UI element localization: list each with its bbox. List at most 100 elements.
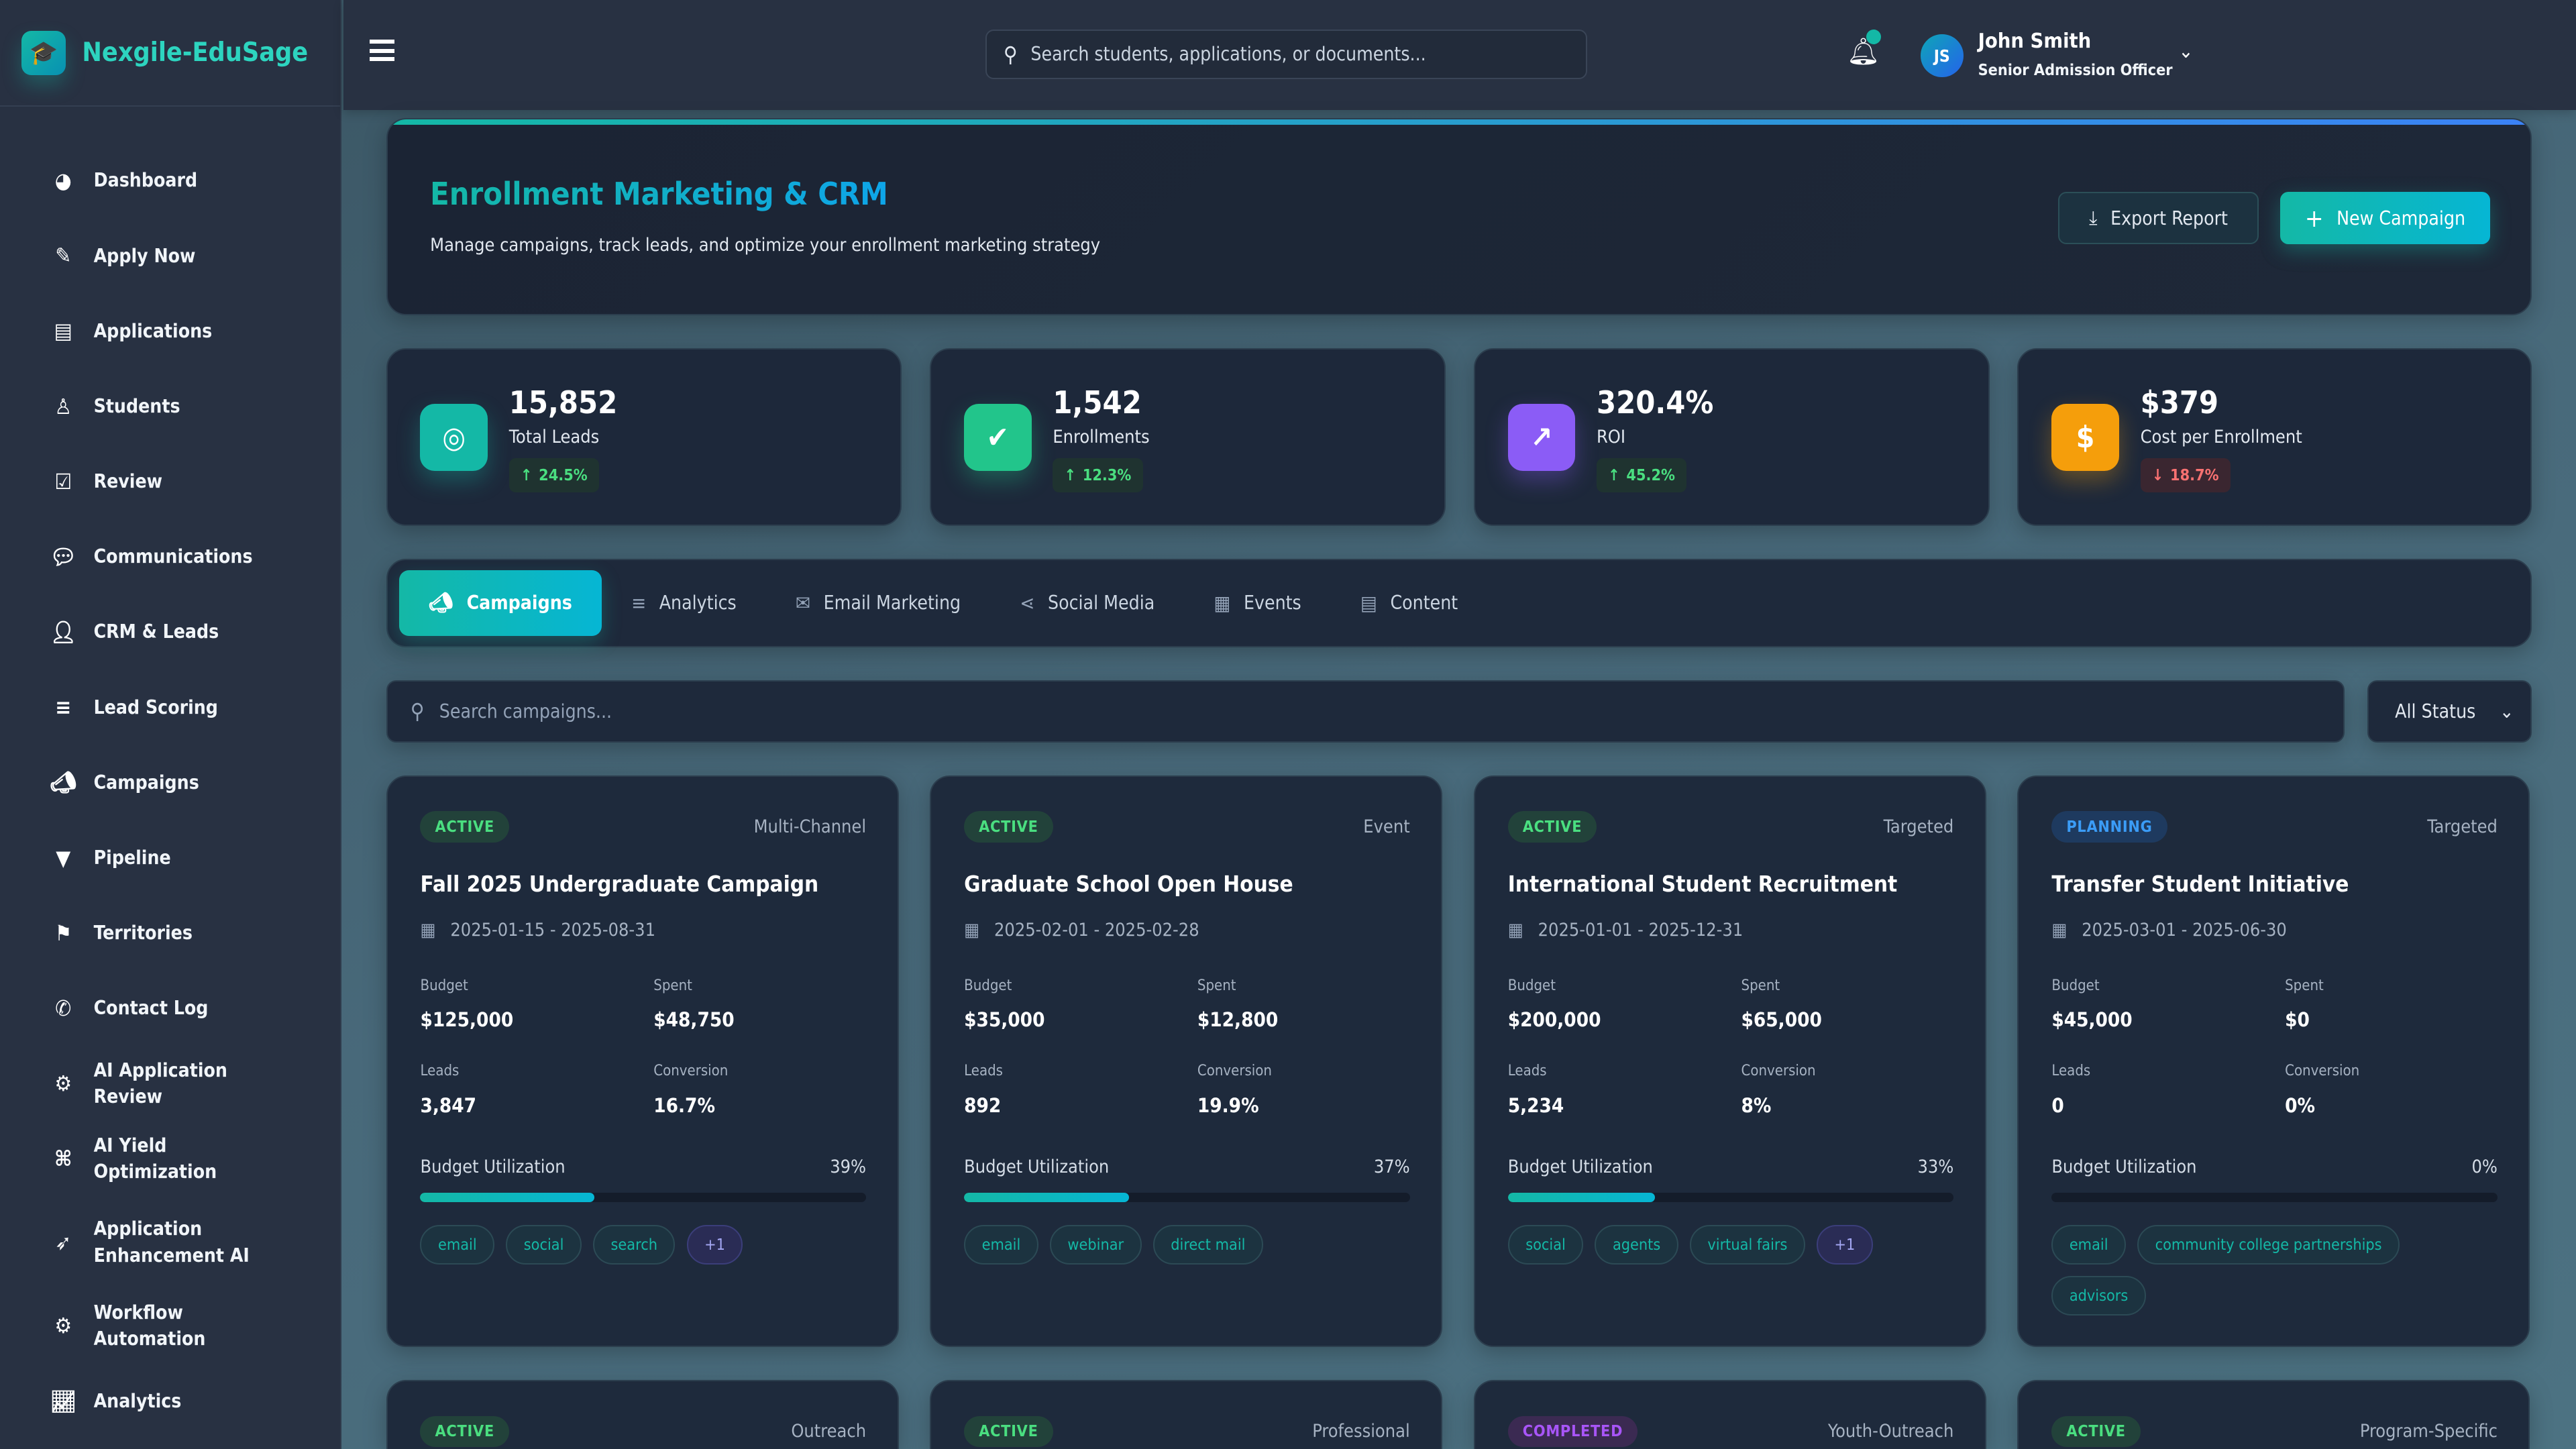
channel-tags: email social search +1 bbox=[420, 1225, 866, 1265]
channel-tag[interactable]: search bbox=[593, 1225, 676, 1265]
sidebar-item-students[interactable]: ♙ Students bbox=[0, 369, 340, 444]
budget-label: Budget bbox=[2051, 977, 2100, 994]
sidebar-item-label: Dashboard bbox=[93, 169, 198, 192]
chart-line-icon: ↗ bbox=[1507, 404, 1576, 472]
sidebar-item-communications[interactable]: 💬︎ Communications bbox=[0, 519, 340, 594]
sidebar-item-label: AI Application Review bbox=[93, 1059, 227, 1108]
sidebar-item-contact-log[interactable]: ✆ Contact Log bbox=[0, 971, 340, 1046]
utilization-label: Budget Utilization bbox=[1507, 1156, 1653, 1177]
sidebar-item-ai-yield-optimization[interactable]: ⌘ AI Yield Optimization bbox=[0, 1121, 340, 1196]
channel-tag[interactable]: +1 bbox=[686, 1225, 743, 1265]
sidebar-item-label: Campaigns bbox=[93, 771, 199, 794]
budget-progress-fill bbox=[964, 1192, 1129, 1203]
campaign-type: Program-Specific bbox=[2359, 1420, 2498, 1442]
leads-label: Leads bbox=[964, 1063, 1004, 1080]
campaign-card[interactable]: PLANNING Targeted Transfer Student Initia… bbox=[2017, 775, 2530, 1348]
channel-tag[interactable]: webinar bbox=[1049, 1225, 1142, 1265]
date-range: 2025-03-01 - 2025-06-30 bbox=[2082, 919, 2287, 941]
page-title: Enrollment Marketing & CRM bbox=[430, 175, 888, 212]
bar-chart-icon: ≡ bbox=[631, 591, 647, 614]
channel-tag[interactable]: direct mail bbox=[1152, 1225, 1263, 1265]
channel-tag[interactable]: email bbox=[420, 1225, 495, 1265]
sidebar-item-pipeline[interactable]: ▼ Pipeline bbox=[0, 820, 340, 895]
menu-toggle-icon[interactable] bbox=[370, 39, 394, 61]
sidebar-item-lead-scoring[interactable]: ≡ Lead Scoring bbox=[0, 669, 340, 745]
campaign-card[interactable]: ACTIVE Targeted International Student Rec… bbox=[1473, 775, 1986, 1348]
channel-tag[interactable]: community college partnerships bbox=[2137, 1225, 2400, 1265]
sidebar-item-application-enhancement-ai[interactable]: ➶ Application Enhancement AI bbox=[0, 1196, 340, 1288]
avatar[interactable]: JS bbox=[1920, 34, 1964, 78]
utilization-percent: 37% bbox=[1373, 1156, 1410, 1177]
campaign-title: Graduate School Open House bbox=[964, 870, 1293, 897]
sidebar-item-crm-leads[interactable]: 👤︎ CRM & Leads bbox=[0, 594, 340, 669]
sidebar-item-label: AI Yield Optimization bbox=[93, 1134, 217, 1183]
tab-content[interactable]: ▤ Content bbox=[1331, 570, 1487, 636]
new-campaign-button[interactable]: + New Campaign bbox=[2279, 192, 2491, 245]
campaign-card[interactable]: ACTIVE Outreach bbox=[386, 1380, 899, 1449]
sidebar-item-apply-now[interactable]: ✎ Apply Now bbox=[0, 218, 340, 293]
stat-trend: ↑ 45.2% bbox=[1596, 458, 1687, 493]
channel-tag[interactable]: virtual fairs bbox=[1689, 1225, 1805, 1265]
sidebar-item-label: Workflow Automation bbox=[93, 1301, 206, 1350]
campaign-card[interactable]: ACTIVE Professional bbox=[930, 1380, 1443, 1449]
channel-tag[interactable]: social bbox=[506, 1225, 582, 1265]
sidebar-item-dashboard[interactable]: ◕ Dashboard bbox=[0, 143, 340, 218]
sidebar-item-ai-application-review[interactable]: ⚙ AI Application Review bbox=[0, 1046, 340, 1121]
sidebar-item-review[interactable]: ☑ Review bbox=[0, 444, 340, 519]
conversion-label: Conversion bbox=[653, 1063, 729, 1080]
tab-events[interactable]: ▦ Events bbox=[1184, 570, 1330, 636]
sidebar-item-applications[interactable]: ▤ Applications bbox=[0, 293, 340, 368]
logo[interactable]: 🎓 Nexgile-EduSage bbox=[0, 0, 341, 107]
sidebar-item-campaigns[interactable]: 📣︎ Campaigns bbox=[0, 745, 340, 820]
chevron-down-icon[interactable]: ⌄ bbox=[2178, 39, 2194, 62]
sidebar-item-analytics[interactable]: 📈︎ Analytics bbox=[0, 1364, 340, 1439]
conversion-value: 0% bbox=[2285, 1093, 2315, 1117]
status-filter-select[interactable]: All Status ⌄ bbox=[2367, 680, 2532, 743]
date-range: 2025-02-01 - 2025-02-28 bbox=[994, 919, 1199, 941]
campaign-type: Outreach bbox=[791, 1420, 867, 1442]
campaign-search-input[interactable]: ⚲ Search campaigns... bbox=[386, 680, 2345, 743]
new-campaign-label: New Campaign bbox=[2337, 207, 2466, 229]
megaphone-icon: 📣︎ bbox=[428, 591, 454, 614]
user-name[interactable]: John Smith bbox=[1978, 30, 2092, 54]
campaign-type: Multi-Channel bbox=[753, 816, 867, 837]
stat-label: ROI bbox=[1596, 427, 1625, 448]
status-badge: ACTIVE bbox=[420, 1415, 510, 1448]
channel-tag[interactable]: social bbox=[1507, 1225, 1584, 1265]
tab-analytics[interactable]: ≡ Analytics bbox=[602, 570, 766, 636]
export-report-button[interactable]: ⤓ Export Report bbox=[2058, 192, 2259, 245]
budget-progress-bar bbox=[1507, 1192, 1954, 1203]
sidebar-item-label: Pipeline bbox=[93, 846, 171, 869]
status-badge: ACTIVE bbox=[420, 811, 510, 843]
channel-tag[interactable]: email bbox=[2051, 1225, 2126, 1265]
campaign-card[interactable]: ACTIVE Multi-Channel Fall 2025 Undergradu… bbox=[386, 775, 899, 1348]
channel-tag[interactable]: advisors bbox=[2051, 1276, 2146, 1316]
budget-progress-bar bbox=[2051, 1192, 2498, 1203]
campaign-card[interactable]: ACTIVE Event Graduate School Open House ▦… bbox=[930, 775, 1443, 1348]
campaign-card[interactable]: COMPLETED Youth-Outreach bbox=[1473, 1380, 1986, 1449]
share-icon: ⋖ bbox=[1020, 591, 1035, 614]
tab-label: Content bbox=[1390, 592, 1458, 614]
budget-progress-fill bbox=[420, 1192, 594, 1203]
spent-value: $12,800 bbox=[1197, 1008, 1279, 1032]
stat-trend: ↓ 18.7% bbox=[2140, 458, 2231, 493]
sidebar-item-workflow-automation[interactable]: ⚙ Workflow Automation bbox=[0, 1288, 340, 1363]
user-plus-icon: 👤︎ bbox=[50, 619, 77, 645]
channel-tag[interactable]: agents bbox=[1595, 1225, 1678, 1265]
channel-tag[interactable]: +1 bbox=[1817, 1225, 1873, 1265]
palette-icon: ◕ bbox=[54, 168, 72, 194]
calendar-icon: ▦ bbox=[1507, 919, 1523, 941]
channel-tag[interactable]: email bbox=[964, 1225, 1038, 1265]
trend-value: 12.3% bbox=[1082, 466, 1132, 485]
campaign-dates: ▦ 2025-01-15 - 2025-08-31 bbox=[420, 920, 655, 941]
budget-value: $200,000 bbox=[1507, 1008, 1601, 1032]
campaign-card[interactable]: ACTIVE Program-Specific bbox=[2017, 1380, 2530, 1449]
graduation-cap-icon: 🎓 bbox=[21, 30, 66, 75]
global-search-input[interactable]: ⚲ Search students, applications, or docu… bbox=[985, 30, 1587, 79]
tab-social-media[interactable]: ⋖ Social Media bbox=[990, 570, 1184, 636]
tab-campaigns[interactable]: 📣︎ Campaigns bbox=[398, 570, 602, 636]
status-badge: ACTIVE bbox=[2051, 1415, 2141, 1448]
sitemap-icon: ⌘ bbox=[54, 1146, 72, 1172]
tab-email-marketing[interactable]: ✉ Email Marketing bbox=[766, 570, 990, 636]
sidebar-item-territories[interactable]: ⚑ Territories bbox=[0, 896, 340, 971]
